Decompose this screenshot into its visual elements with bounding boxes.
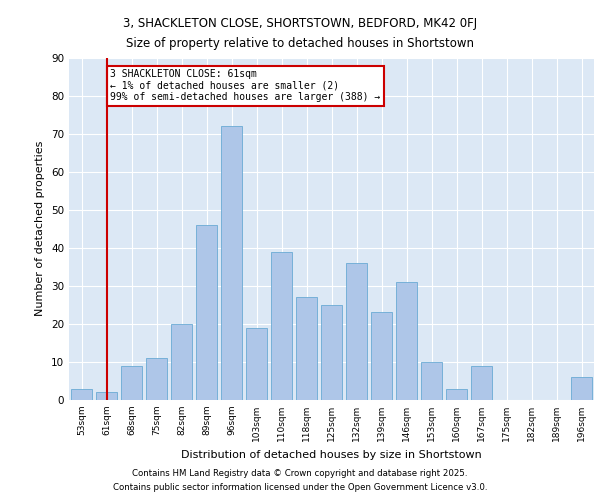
Bar	[121, 366, 142, 400]
Bar	[296, 297, 317, 400]
Text: 3 SHACKLETON CLOSE: 61sqm
← 1% of detached houses are smaller (2)
99% of semi-de: 3 SHACKLETON CLOSE: 61sqm ← 1% of detach…	[110, 69, 380, 102]
Bar	[446, 388, 467, 400]
Bar	[321, 305, 342, 400]
Bar	[246, 328, 267, 400]
Bar	[346, 263, 367, 400]
Text: 3, SHACKLETON CLOSE, SHORTSTOWN, BEDFORD, MK42 0FJ: 3, SHACKLETON CLOSE, SHORTSTOWN, BEDFORD…	[123, 18, 477, 30]
Bar	[371, 312, 392, 400]
Bar	[196, 225, 217, 400]
Bar	[471, 366, 492, 400]
Y-axis label: Number of detached properties: Number of detached properties	[35, 141, 46, 316]
Text: Contains public sector information licensed under the Open Government Licence v3: Contains public sector information licen…	[113, 484, 487, 492]
Text: Contains HM Land Registry data © Crown copyright and database right 2025.: Contains HM Land Registry data © Crown c…	[132, 468, 468, 477]
Text: Size of property relative to detached houses in Shortstown: Size of property relative to detached ho…	[126, 38, 474, 51]
Bar	[221, 126, 242, 400]
Bar	[571, 377, 592, 400]
Bar	[171, 324, 192, 400]
X-axis label: Distribution of detached houses by size in Shortstown: Distribution of detached houses by size …	[181, 450, 482, 460]
Bar	[96, 392, 117, 400]
Bar	[271, 252, 292, 400]
Bar	[396, 282, 417, 400]
Bar	[421, 362, 442, 400]
Bar	[71, 388, 92, 400]
Bar	[146, 358, 167, 400]
